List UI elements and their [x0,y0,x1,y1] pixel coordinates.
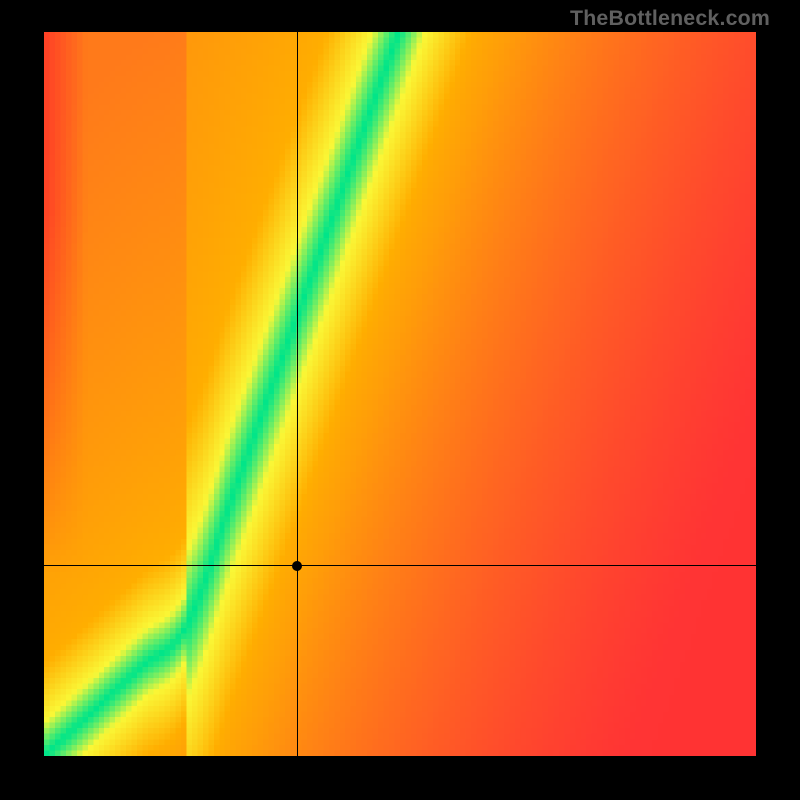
chart-frame: TheBottleneck.com [0,0,800,800]
crosshair-vertical-line [297,32,298,756]
crosshair-horizontal-line [44,565,756,566]
heatmap-plot-area [44,32,756,756]
heatmap-canvas [44,32,756,756]
watermark-text: TheBottleneck.com [570,6,770,31]
